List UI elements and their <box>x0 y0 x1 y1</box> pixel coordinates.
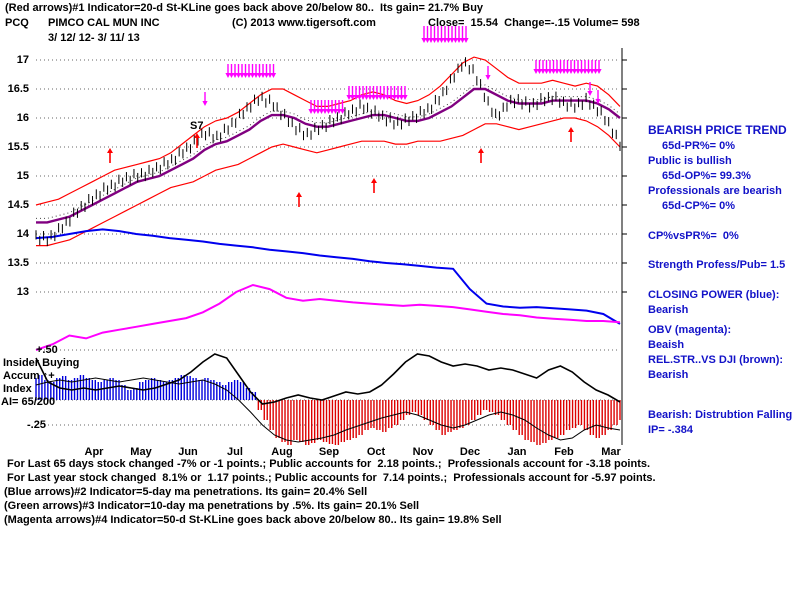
trend-status: BEARISH PRICE TREND <box>648 123 787 137</box>
month-tick-label: Jun <box>178 446 198 458</box>
cp-vs-pr: CP%vsPR%= 0% <box>648 230 739 242</box>
month-tick-label: Nov <box>412 446 434 458</box>
month-tick-label: May <box>130 446 152 458</box>
insider-buying-label: Insider Buying <box>3 357 80 369</box>
price-tick-label: 14 <box>16 228 29 240</box>
indicator4-legend: (Magenta arrows)#4 Indicator=50-d St-KLi… <box>4 514 502 526</box>
obv-status: Beaish <box>648 339 685 351</box>
month-tick-label: Mar <box>601 446 621 458</box>
date-range: 3/ 12/ 12- 3/ 11/ 13 <box>48 32 140 44</box>
copyright-notice: (C) 2013 www.tigersoft.com <box>232 17 376 29</box>
month-tick-label: Aug <box>271 446 293 458</box>
s7-annotation: S7 <box>190 120 204 132</box>
obv-label: OBV (magenta): <box>648 324 732 336</box>
month-tick-label: Jul <box>227 446 243 458</box>
closing-power-status: Bearish <box>648 304 689 316</box>
month-tick-label: Oct <box>366 446 386 458</box>
oscillator-tick-label: -.25 <box>27 419 46 431</box>
indicator3-legend: (Green arrows)#3 Indicator=10-day ma pen… <box>4 500 420 512</box>
quote-summary: Close= 15.54 Change=-.15 Volume= 598 <box>428 17 640 29</box>
ticker-symbol: PCQ <box>5 17 29 29</box>
accum-label: Accum ↑+ <box>3 370 55 382</box>
pr-percent: 65d-PR%= 0% <box>662 140 736 152</box>
indicator2-legend: (Blue arrows)#2 Indicator=5-day ma penet… <box>4 486 368 498</box>
price-tick-label: 15.5 <box>7 141 29 153</box>
price-tick-label: 13 <box>16 286 29 298</box>
month-tick-label: Dec <box>459 446 481 458</box>
company-name: PIMCO CAL MUN INC <box>48 17 160 29</box>
price-tick-label: 16.5 <box>7 83 29 95</box>
price-tick-label: 15 <box>16 170 29 182</box>
price-tick-label: 16 <box>16 112 29 124</box>
month-tick-label: Apr <box>84 446 104 458</box>
oscillator-tick-label: +.50 <box>36 344 58 356</box>
strength-ratio: Strength Profess/Pub= 1.5 <box>648 259 786 271</box>
month-tick-label: Jan <box>507 446 527 458</box>
rel-str-label: REL.STR..VS DJI (brown): <box>648 354 784 366</box>
indicator1-legend: (Red arrows)#1 Indicator=20-d St-KLine g… <box>5 2 484 14</box>
change-summary-year: For Last year stock changed 8.1% or 1.17… <box>7 472 656 484</box>
price-tick-label: 17 <box>16 54 29 66</box>
month-tick-label: Sep <box>318 446 340 458</box>
price-tick-label: 14.5 <box>7 199 29 211</box>
op-percent: 65d-OP%= 99.3% <box>662 170 751 182</box>
price-tick-label: 13.5 <box>7 257 29 269</box>
cp-percent: 65d-CP%= 0% <box>662 200 736 212</box>
month-tick-label: Feb <box>554 446 574 458</box>
public-sentiment: Public is bullish <box>648 155 732 167</box>
professional-sentiment: Professionals are bearish <box>648 185 782 197</box>
distribution-status: Bearish: Distrubtion Falling <box>648 409 793 421</box>
ip-value: IP= -.384 <box>648 424 693 436</box>
index-label: Index <box>3 383 32 395</box>
rel-str-status: Bearish <box>648 369 689 381</box>
closing-power-label: CLOSING POWER (blue): <box>648 289 780 301</box>
ai-value-label: AI= 65/200 <box>1 396 56 408</box>
change-summary-65d: For Last 65 days stock changed -7% or -1… <box>7 458 651 470</box>
